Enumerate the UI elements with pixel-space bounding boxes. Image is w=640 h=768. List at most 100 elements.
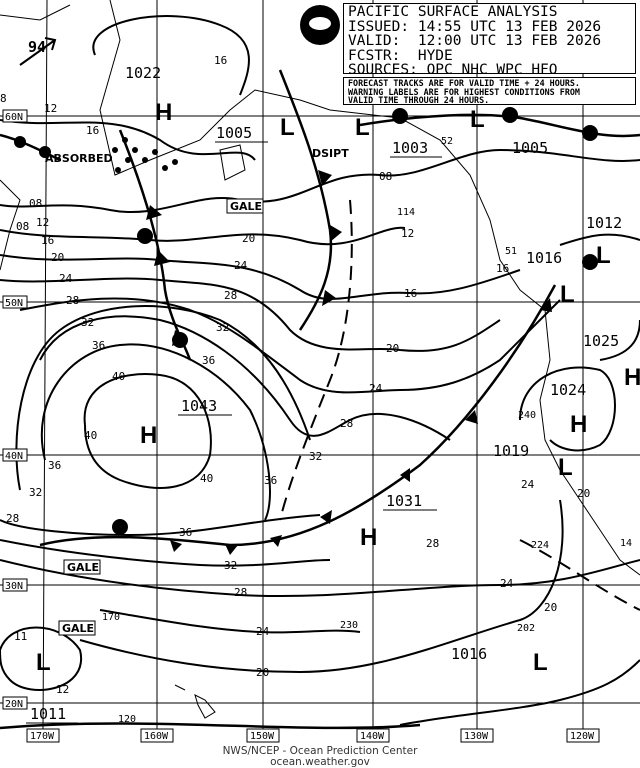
low-center: L — [533, 649, 548, 676]
svg-text:28: 28 — [234, 586, 247, 599]
svg-text:240: 240 — [518, 410, 536, 421]
svg-text:120: 120 — [118, 714, 136, 725]
svg-text:230: 230 — [340, 620, 358, 631]
low-center: L — [355, 114, 370, 141]
low-center: L — [558, 454, 573, 481]
svg-text:28: 28 — [66, 294, 79, 307]
center-pressure: 1005 — [512, 139, 548, 157]
svg-text:12: 12 — [36, 216, 49, 229]
lat-label: 60N — [5, 112, 23, 123]
svg-text:28: 28 — [426, 537, 439, 550]
svg-text:36: 36 — [92, 339, 105, 352]
longitude-labels: 170W 160W 150W 140W 130W 120W — [26, 728, 600, 743]
center-pressure: 1022 — [125, 64, 161, 82]
svg-text:24: 24 — [369, 382, 383, 395]
svg-text:11: 11 — [14, 630, 27, 643]
gale-warning: GALE — [62, 622, 94, 635]
center-pressure: 1012 — [586, 214, 622, 232]
lat-label: 50N — [5, 298, 23, 309]
svg-text:12: 12 — [401, 227, 414, 240]
center-pressure: 1003 — [392, 139, 428, 157]
svg-text:16: 16 — [214, 54, 227, 67]
svg-text:08: 08 — [29, 197, 42, 210]
lat-lon-grid — [0, 0, 640, 730]
svg-text:20: 20 — [242, 232, 255, 245]
svg-text:36: 36 — [202, 354, 215, 367]
issued-time: ISSUED: 14:55 UTC 13 FEB 2026 — [348, 18, 602, 35]
forecaster: FCSTR: HYDE — [348, 47, 453, 64]
svg-text:24: 24 — [500, 577, 514, 590]
svg-text:24: 24 — [256, 625, 270, 638]
center-pressure: 1043 — [181, 397, 217, 415]
center-pressure: 1011 — [30, 705, 66, 723]
svg-text:20: 20 — [544, 601, 557, 614]
title-box: PACIFIC SURFACE ANALYSIS ISSUED: 14:55 UT… — [343, 3, 636, 77]
lon-label: 150W — [250, 731, 275, 742]
svg-text:16: 16 — [86, 124, 99, 137]
svg-text:24: 24 — [59, 272, 73, 285]
notice-line: WARNING LABELS ARE FOR HIGHEST CONDITION… — [348, 86, 580, 97]
coastlines — [0, 0, 640, 719]
notice-line: FORECAST TRACKS ARE FOR VALID TIME + 24 … — [348, 78, 580, 88]
trough-south — [0, 722, 421, 730]
svg-text:114: 114 — [397, 207, 415, 218]
svg-text:170: 170 — [102, 612, 120, 623]
svg-text:52: 52 — [441, 136, 453, 147]
lat-label: 30N — [5, 581, 23, 592]
latitude-labels: 60N 50N 40N 30N 20N — [2, 109, 28, 710]
svg-text:28: 28 — [224, 289, 237, 302]
svg-text:32: 32 — [309, 450, 322, 463]
svg-text:16: 16 — [404, 287, 417, 300]
noaa-logo — [300, 5, 340, 45]
pressure-centers: H 1022 L 1005 L L 1003 1005 L 1012 L 101… — [26, 64, 640, 724]
lon-label: 120W — [570, 731, 595, 742]
svg-text:08: 08 — [379, 170, 392, 183]
map-title: PACIFIC SURFACE ANALYSIS — [348, 4, 558, 20]
svg-text:32: 32 — [216, 321, 229, 334]
occluded-front — [359, 113, 640, 138]
low-center: L — [596, 242, 611, 269]
svg-text:32: 32 — [29, 486, 42, 499]
lon-label: 170W — [30, 731, 55, 742]
low-center: L — [36, 649, 51, 676]
svg-text:224: 224 — [531, 540, 549, 551]
fronts — [0, 69, 640, 730]
low-center: L — [470, 106, 485, 133]
absorbed-label: ABSORBED — [45, 152, 113, 165]
svg-text:32: 32 — [224, 559, 237, 572]
svg-text:14: 14 — [620, 538, 632, 549]
svg-text:36: 36 — [48, 459, 61, 472]
lat-label: 20N — [5, 699, 23, 710]
credit-website: ocean.weather.gov — [270, 756, 370, 768]
svg-text:36: 36 — [179, 526, 192, 539]
front-absorbed — [0, 133, 61, 162]
svg-text:40: 40 — [200, 472, 213, 485]
center-pressure: 1019 — [493, 442, 529, 460]
low-center: L — [560, 281, 575, 308]
notice-box: FORECAST TRACKS ARE FOR VALID TIME + 24 … — [343, 77, 636, 105]
svg-text:40: 40 — [84, 429, 97, 442]
svg-text:51: 51 — [505, 246, 517, 257]
trough-coastal — [519, 539, 640, 611]
svg-text:202: 202 — [517, 623, 535, 634]
svg-text:12: 12 — [56, 683, 69, 696]
annotations: ABSORBED DSIPT GALE GALE GALE 94 — [19, 37, 349, 636]
gale-warning: GALE — [230, 200, 262, 213]
isobar-labels: 16 12 16 08 12 16 20 24 28 32 36 40 40 3… — [0, 54, 632, 725]
svg-text:08: 08 — [16, 220, 29, 233]
svg-text:8: 8 — [0, 92, 7, 105]
lon-label: 140W — [360, 731, 385, 742]
credit: NWS/NCEP - Ocean Prediction Center ocean.… — [0, 746, 640, 768]
center-pressure: 1016 — [451, 645, 487, 663]
high-center: H — [570, 411, 587, 438]
center-pressure: 1016 — [526, 249, 562, 267]
storm-track-arrow-icon — [19, 37, 57, 66]
center-pressure: 1031 — [386, 492, 422, 510]
svg-text:28: 28 — [6, 512, 19, 525]
cold-front-main — [39, 284, 557, 547]
svg-text:20: 20 — [51, 251, 64, 264]
svg-text:12: 12 — [44, 102, 57, 115]
low-center: L — [280, 114, 295, 141]
